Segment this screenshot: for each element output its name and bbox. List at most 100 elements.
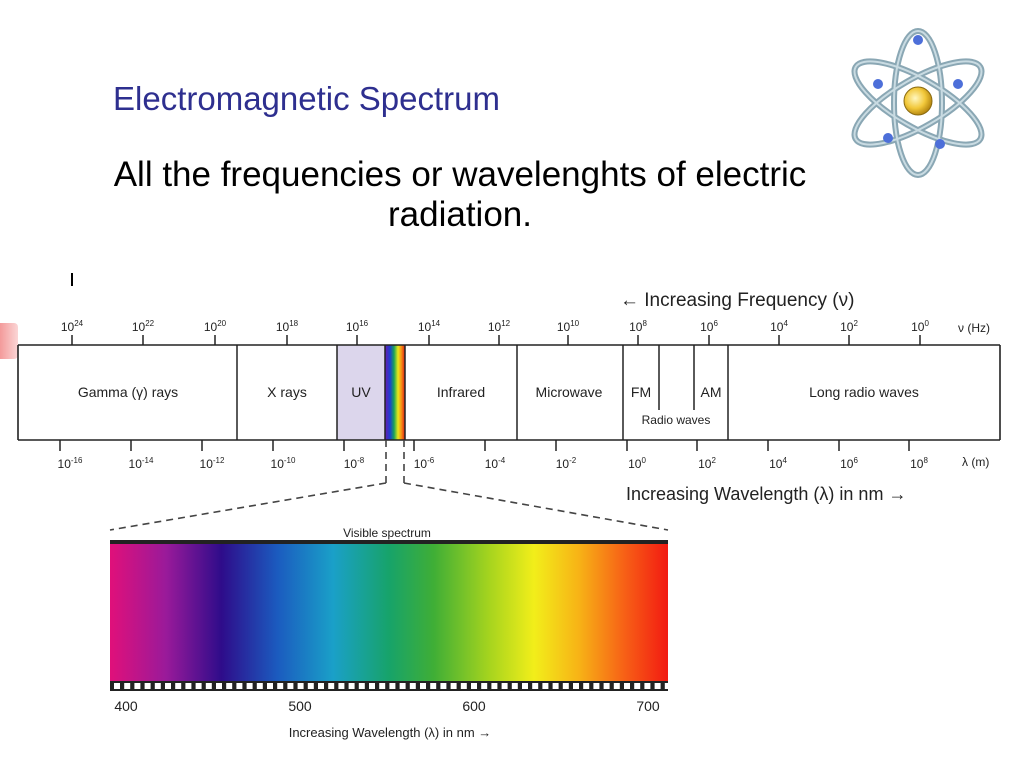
wavelength-unit: λ (m) bbox=[962, 455, 989, 469]
frequency-tick-label: 1020 bbox=[204, 319, 227, 334]
wavelength-tick-label: 106 bbox=[840, 456, 858, 471]
ruler-mark bbox=[593, 683, 600, 689]
wavelength-tick-label: 10-4 bbox=[485, 456, 506, 471]
ruler-mark bbox=[236, 683, 243, 689]
ruler-mark bbox=[369, 683, 375, 689]
ruler-mark bbox=[624, 683, 630, 689]
visible-title: Visible spectrum bbox=[343, 526, 431, 540]
ruler-mark bbox=[440, 683, 447, 689]
frequency-tick-label: 106 bbox=[700, 319, 718, 334]
wavelength-tick-label: 102 bbox=[698, 456, 716, 471]
ruler-mark bbox=[654, 683, 661, 689]
ruler-mark bbox=[532, 683, 539, 689]
band-microwave: Microwave bbox=[536, 384, 603, 400]
visible-ruler bbox=[110, 681, 668, 691]
ruler-mark bbox=[154, 683, 161, 689]
ruler-mark bbox=[277, 683, 284, 689]
ruler-mark bbox=[389, 683, 396, 689]
wavelength-tick-label: 10-14 bbox=[129, 456, 154, 471]
visible-tick-label: 500 bbox=[288, 698, 312, 714]
ruler-mark bbox=[501, 683, 508, 689]
ruler-mark bbox=[430, 683, 437, 689]
band-xray: X rays bbox=[267, 384, 307, 400]
ruler-mark bbox=[175, 683, 182, 689]
ruler-mark bbox=[542, 683, 549, 689]
wavelength-axis: 10-16 10-14 10-12 10-10 10-8 10-6 10-4 10-2 100 1… bbox=[58, 440, 928, 471]
band-gamma: Gamma (γ) rays bbox=[78, 384, 178, 400]
ruler-mark bbox=[144, 683, 151, 689]
ruler-mark bbox=[348, 683, 355, 689]
frequency-tick-label: 102 bbox=[840, 319, 858, 334]
ruler-mark bbox=[124, 683, 131, 689]
visible-tick-label: 700 bbox=[636, 698, 660, 714]
ruler-mark bbox=[287, 683, 294, 689]
ruler-mark bbox=[195, 683, 202, 689]
wavelength-tick-label: 10-10 bbox=[271, 456, 296, 471]
band-infrared: Infrared bbox=[437, 384, 485, 400]
frequency-tick-label: 1012 bbox=[488, 319, 511, 334]
wavelength-tick-label: 10-6 bbox=[414, 456, 435, 471]
wavelength-tick-label: 10-12 bbox=[200, 456, 225, 471]
slide-edge-tab bbox=[0, 323, 18, 359]
frequency-tick-label: 1022 bbox=[132, 319, 155, 334]
atom-icon bbox=[851, 28, 985, 178]
ruler-mark bbox=[573, 683, 579, 689]
visible-gradient bbox=[110, 544, 668, 681]
ruler-mark bbox=[246, 683, 253, 689]
visible-tick-label: 600 bbox=[462, 698, 486, 714]
ruler-mark bbox=[114, 683, 120, 689]
spectrum-band bbox=[17, 344, 1001, 441]
wavelength-tick-label: 104 bbox=[769, 456, 787, 471]
wavelength-tick-label: 100 bbox=[628, 456, 646, 471]
ruler-mark bbox=[491, 683, 498, 689]
ruler-mark bbox=[318, 683, 324, 689]
ruler-mark bbox=[267, 683, 273, 689]
ruler-mark bbox=[409, 683, 416, 689]
frequency-heading: ← Increasing Frequency (ν) bbox=[620, 290, 854, 311]
ruler-mark bbox=[379, 683, 386, 689]
slide-subtitle: All the frequencies or wavelenghts of el… bbox=[113, 155, 807, 234]
visible-strip bbox=[385, 345, 405, 440]
frequency-tick-label: 100 bbox=[911, 319, 929, 334]
frequency-tick-label: 1014 bbox=[418, 319, 441, 334]
ruler-mark bbox=[664, 683, 671, 689]
band-am: AM bbox=[701, 384, 722, 400]
frequency-unit: ν (Hz) bbox=[958, 321, 990, 335]
ruler-mark bbox=[583, 683, 590, 689]
ruler-mark bbox=[226, 683, 233, 689]
ruler-mark bbox=[185, 683, 192, 689]
ruler-mark bbox=[205, 683, 212, 689]
ruler-mark bbox=[481, 683, 488, 689]
visible-axis-label: Increasing Wavelength (λ) in nm → bbox=[289, 725, 492, 740]
visible-tick-label: 400 bbox=[114, 698, 138, 714]
ruler-mark bbox=[450, 683, 457, 689]
ruler-mark bbox=[644, 683, 651, 689]
band-long-radio: Long radio waves bbox=[809, 384, 919, 400]
frequency-tick-label: 1018 bbox=[276, 319, 299, 334]
ruler-mark bbox=[471, 683, 477, 689]
ruler-mark bbox=[307, 683, 314, 689]
ruler-mark bbox=[165, 683, 171, 689]
uv-region bbox=[337, 345, 385, 440]
ruler-mark bbox=[634, 683, 641, 689]
frequency-tick-label: 108 bbox=[629, 319, 647, 334]
ruler-mark bbox=[552, 683, 559, 689]
band-radio-waves: Radio waves bbox=[642, 413, 711, 427]
ruler-mark bbox=[297, 683, 304, 689]
band-uv: UV bbox=[351, 384, 371, 400]
ruler-mark bbox=[522, 683, 528, 689]
wavelength-tick-label: 10-2 bbox=[556, 456, 577, 471]
visible-axis: 400 500 600 700 bbox=[114, 698, 660, 714]
ruler-mark bbox=[562, 683, 569, 689]
ruler-mark bbox=[358, 683, 365, 689]
wavelength-tick-label: 10-8 bbox=[344, 456, 365, 471]
ruler-mark bbox=[338, 683, 345, 689]
ruler-mark bbox=[511, 683, 518, 689]
ruler-mark bbox=[399, 683, 406, 689]
slide-title: Electromagnetic Spectrum bbox=[113, 80, 500, 117]
visible-top-border bbox=[110, 540, 668, 544]
visible-ruler-marks bbox=[114, 683, 671, 689]
band-fm: FM bbox=[631, 384, 651, 400]
zoom-guide bbox=[109, 440, 669, 531]
ruler-mark bbox=[613, 683, 620, 689]
